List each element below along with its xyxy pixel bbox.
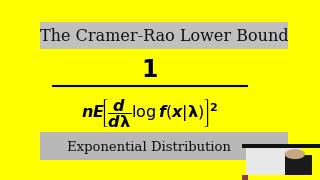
Text: The Cramer-Rao Lower Bound: The Cramer-Rao Lower Bound: [40, 28, 288, 45]
Text: $\mathbf{1}$: $\mathbf{1}$: [141, 58, 157, 82]
Bar: [242, 144, 320, 148]
Bar: [40, 132, 288, 160]
Text: $\boldsymbol{n}\boldsymbol{E}\!\left[\dfrac{\boldsymbol{d}}{\boldsymbol{d\lambda: $\boldsymbol{n}\boldsymbol{E}\!\left[\df…: [81, 97, 218, 130]
Bar: [285, 155, 312, 175]
Text: Exponential Distribution: Exponential Distribution: [67, 141, 231, 154]
Circle shape: [285, 150, 304, 158]
Bar: [40, 22, 288, 49]
Bar: [245, 148, 300, 175]
Bar: [242, 175, 248, 180]
